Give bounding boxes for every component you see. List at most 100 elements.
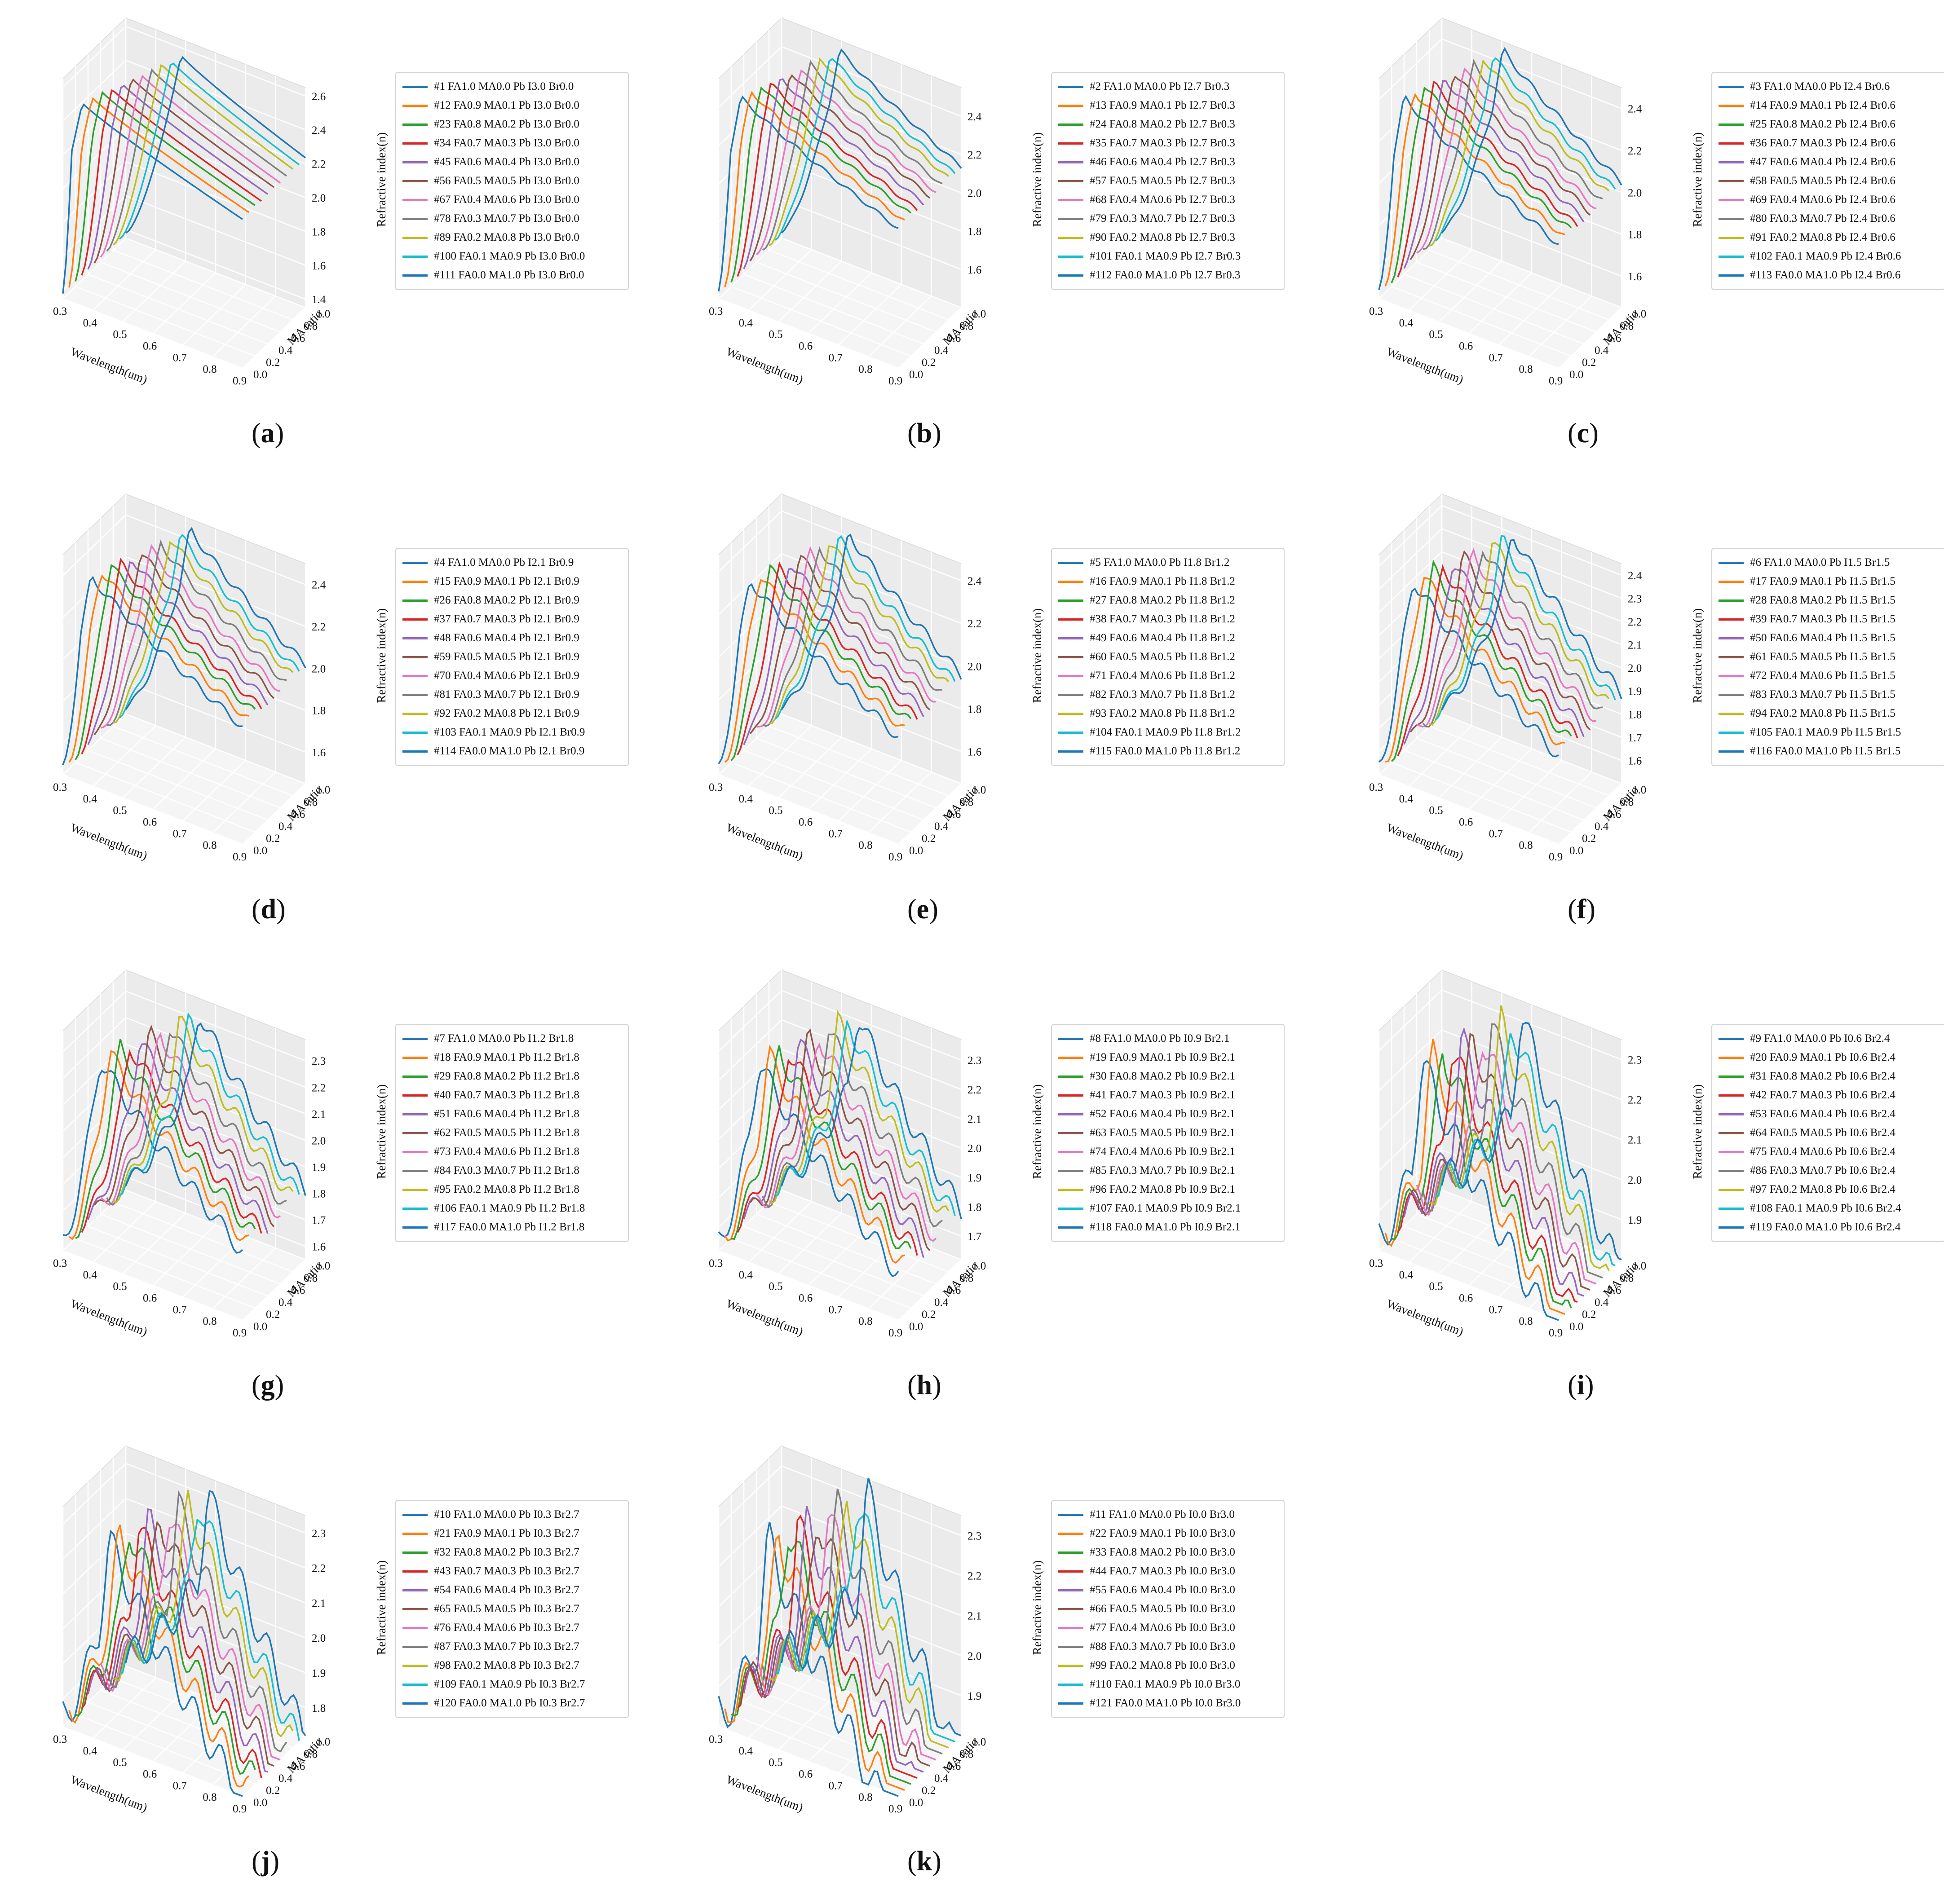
legend-item: #23 FA0.8 MA0.2 Pb I3.0 Br0.0 — [402, 115, 622, 134]
y-tick-label: 0.8 — [1620, 1272, 1634, 1284]
y-tick-label: 0.2 — [922, 1785, 936, 1797]
grid-line — [88, 273, 268, 345]
legend-swatch — [1719, 637, 1744, 639]
z-tick-label: 1.9 — [312, 1667, 326, 1679]
plot-3d: 0.30.40.50.60.70.80.90.00.20.40.60.81.01… — [53, 493, 388, 863]
legend-label: #32 FA0.8 MA0.2 Pb I0.3 Br2.7 — [434, 1546, 579, 1558]
series-line — [769, 1501, 949, 1749]
legend-label: #20 FA0.9 MA0.1 Pb I0.6 Br2.4 — [1750, 1051, 1895, 1063]
legend-swatch — [402, 1532, 428, 1535]
legend-label: #82 FA0.3 MA0.7 Pb I1.8 Br1.2 — [1090, 688, 1235, 701]
x-tick-label: 0.9 — [1549, 851, 1563, 863]
legend-item: #47 FA0.6 MA0.4 Pb I2.4 Br0.6 — [1719, 153, 1938, 172]
legend-swatch — [1058, 274, 1083, 277]
z-axis-label: Refractive index(n) — [375, 608, 388, 703]
x-tick-label: 0.6 — [143, 340, 157, 353]
legend-item: #113 FA0.0 MA1.0 Pb I2.4 Br0.6 — [1719, 266, 1938, 285]
series-line — [1403, 79, 1585, 269]
grid-line — [62, 1726, 243, 1797]
legend-swatch — [1058, 1608, 1083, 1610]
y-tick-label: 0.0 — [1569, 369, 1583, 381]
legend-label: #34 FA0.7 MA0.3 Pb I3.0 Br0.0 — [434, 137, 579, 149]
series-line — [1429, 542, 1610, 726]
plot-3d: 0.30.40.50.60.70.80.90.00.20.40.60.81.01… — [53, 17, 388, 387]
panel-label: (c) — [1568, 418, 1599, 449]
legend-item: #95 FA0.2 MA0.8 Pb I1.2 Br1.8 — [402, 1180, 622, 1199]
x-tick-label: 0.5 — [769, 805, 782, 817]
legend-swatch — [402, 1056, 428, 1059]
y-tick-label: 0.2 — [1582, 833, 1596, 845]
legend-label: #95 FA0.2 MA0.8 Pb I1.2 Br1.8 — [434, 1183, 579, 1195]
legend-item: #12 FA0.9 MA0.1 Pb I3.0 Br0.0 — [402, 96, 622, 115]
grid-line — [769, 725, 949, 797]
legend-item: #20 FA0.9 MA0.1 Pb I0.6 Br2.4 — [1719, 1048, 1938, 1067]
legend-item: #63 FA0.5 MA0.5 Pb I0.9 Br2.1 — [1058, 1124, 1277, 1142]
grid-line — [182, 1236, 246, 1298]
z-tick-label: 2.0 — [1628, 662, 1642, 674]
legend-item: #52 FA0.6 MA0.4 Pb I0.9 Br2.1 — [1058, 1105, 1277, 1124]
grid-line — [781, 1585, 962, 1656]
grid-line — [1441, 528, 1622, 599]
z-tick-label: 2.6 — [312, 91, 326, 103]
z-tick-label: 2.0 — [312, 1135, 326, 1147]
legend-swatch — [1058, 1150, 1083, 1153]
series-line — [93, 78, 275, 264]
legend-label: #18 FA0.9 MA0.1 Pb I1.2 Br1.8 — [434, 1051, 579, 1063]
grid-line — [838, 1236, 902, 1298]
x-tick-label: 0.5 — [113, 1281, 127, 1293]
x-tick-label: 0.6 — [143, 816, 157, 829]
legend: #6 FA1.0 MA0.0 Pb I1.5 Br1.5 #17 FA0.9 MA… — [1711, 548, 1944, 766]
legend-label: #64 FA0.5 MA0.5 Pb I0.6 Br2.4 — [1750, 1127, 1895, 1139]
z-axis-label: Refractive index(n) — [375, 1560, 388, 1655]
legend-label: #72 FA0.4 MA0.6 Pb I1.5 Br1.5 — [1750, 670, 1895, 682]
legend-label: #17 FA0.9 MA0.1 Pb I1.5 Br1.5 — [1750, 575, 1895, 587]
legend-swatch — [402, 1188, 428, 1191]
legend-label: #29 FA0.8 MA0.2 Pb I1.2 Br1.8 — [434, 1070, 579, 1082]
legend-label: #6 FA1.0 MA0.0 Pb I1.5 Br1.5 — [1750, 556, 1890, 569]
legend-label: #28 FA0.8 MA0.2 Pb I1.5 Br1.5 — [1750, 594, 1895, 606]
grid-line — [1429, 725, 1609, 797]
legend-swatch — [1058, 599, 1083, 602]
legend-label: #103 FA0.1 MA0.9 Pb I2.1 Br0.9 — [434, 726, 585, 738]
grid-line — [1404, 273, 1584, 345]
x-tick-label: 0.7 — [829, 352, 843, 364]
y-tick-label: 1.0 — [972, 1736, 986, 1748]
legend-label: #74 FA0.4 MA0.6 Pb I0.9 Br2.1 — [1090, 1146, 1235, 1158]
legend-label: #119 FA0.0 MA1.0 Pb I0.6 Br2.4 — [1750, 1221, 1901, 1233]
legend-item: #14 FA0.9 MA0.1 Pb I2.4 Br0.6 — [1719, 96, 1938, 115]
x-tick-label: 0.9 — [233, 1327, 247, 1339]
legend-swatch — [1719, 580, 1744, 583]
grid-line — [75, 286, 256, 357]
y-tick-label: 1.0 — [1632, 784, 1646, 796]
legend-label: #89 FA0.2 MA0.8 Pb I3.0 Br0.0 — [434, 231, 579, 243]
grid-line — [838, 284, 902, 346]
y-tick-label: 0.6 — [1607, 1284, 1621, 1296]
legend-label: #83 FA0.3 MA0.7 Pb I1.5 Br1.5 — [1750, 688, 1895, 701]
grid-line — [62, 1463, 126, 1525]
series-line — [1397, 1056, 1578, 1303]
y-tick-label: 0.8 — [304, 1748, 318, 1760]
legend-label: #11 FA1.0 MA0.0 Pb I0.0 Br3.0 — [1090, 1508, 1235, 1521]
x-tick-label: 0.7 — [173, 828, 187, 840]
x-tick-label: 0.8 — [203, 1315, 216, 1327]
z-tick-label: 2.0 — [312, 663, 326, 675]
legend-item: #118 FA0.0 MA1.0 Pb I0.9 Br2.1 — [1058, 1218, 1277, 1237]
series-line — [100, 544, 281, 729]
legend-label: #3 FA1.0 MA0.0 Pb I2.4 Br0.6 — [1750, 80, 1890, 93]
legend-item: #64 FA0.5 MA0.5 Pb I0.6 Br2.4 — [1719, 1124, 1938, 1142]
grid-line — [1378, 38, 1442, 100]
legend-item: #26 FA0.8 MA0.2 Pb I2.1 Br0.9 — [402, 591, 622, 610]
y-tick-label: 1.0 — [316, 1260, 330, 1272]
legend-item: #30 FA0.8 MA0.2 Pb I0.9 Br2.1 — [1058, 1067, 1277, 1086]
grid-line — [1441, 206, 1622, 277]
z-tick-label: 2.2 — [968, 149, 981, 161]
grid-line — [100, 1689, 281, 1761]
series-line — [68, 1525, 250, 1788]
series-line — [1423, 58, 1603, 250]
grid-line — [125, 682, 306, 753]
z-tick-label: 2.2 — [312, 1082, 326, 1094]
legend-item: #51 FA0.6 MA0.4 Pb I1.2 Br1.8 — [402, 1105, 622, 1124]
legend-label: #67 FA0.4 MA0.6 Pb I3.0 Br0.0 — [434, 194, 579, 206]
series-line — [100, 1032, 281, 1219]
grid-line — [125, 26, 306, 97]
